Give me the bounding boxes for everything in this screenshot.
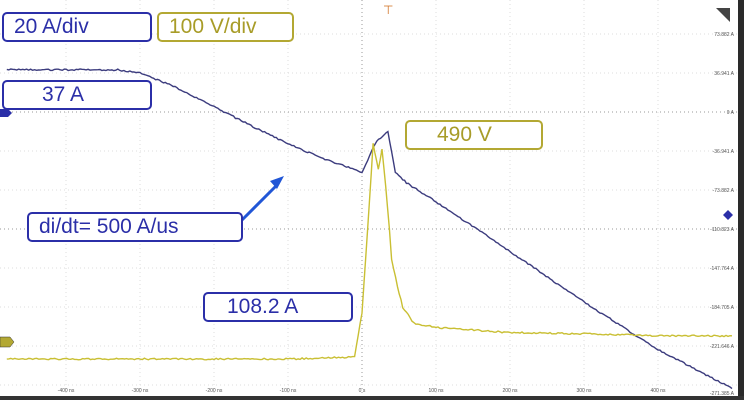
y-tick-label: 73.882 A bbox=[714, 32, 734, 38]
didt-label: di/dt= 500 A/us bbox=[27, 212, 243, 242]
right-scrollbar[interactable] bbox=[738, 0, 744, 400]
x-tick-label: 0 s bbox=[359, 388, 366, 394]
y-tick-label: -271.385 A bbox=[710, 391, 735, 397]
x-tick-labels: -400 ns -300 ns -200 ns -100 ns 0 s 100 ns 200… bbox=[58, 388, 666, 394]
ground-marker-icon bbox=[0, 337, 14, 347]
x-tick-label: -400 ns bbox=[58, 388, 75, 394]
y-tick-label: -110.823 A bbox=[710, 227, 734, 233]
x-tick-label: 100 ns bbox=[428, 388, 444, 394]
y-tick-label: -73.882 A bbox=[713, 188, 735, 194]
y-tick-label: 36.941 A bbox=[714, 71, 734, 77]
y-tick-label: -36.941 A bbox=[713, 149, 735, 155]
x-tick-label: -100 ns bbox=[280, 388, 297, 394]
x-tick-label: 300 ns bbox=[576, 388, 592, 394]
voltage-peak-label: 490 V bbox=[405, 120, 543, 150]
y-tick-label: -221.646 A bbox=[710, 344, 735, 350]
y-tick-label: -184.705 A bbox=[710, 305, 735, 311]
current-scale-label: 20 A/div bbox=[2, 12, 152, 42]
bottom-bar bbox=[0, 396, 744, 400]
x-tick-label: -300 ns bbox=[132, 388, 149, 394]
x-tick-label: 400 ns bbox=[650, 388, 666, 394]
y-tick-label: 0 A bbox=[727, 110, 735, 116]
current-offset-marker-icon bbox=[0, 109, 12, 117]
x-tick-label: 200 ns bbox=[502, 388, 518, 394]
peak-current-label: 108.2 A bbox=[203, 292, 353, 322]
current-level-label: 37 A bbox=[2, 80, 152, 110]
corner-menu-icon bbox=[716, 8, 730, 22]
trigger-position-icon: ⊤ bbox=[383, 3, 393, 17]
voltage-scale-label: 100 V/div bbox=[157, 12, 294, 42]
trigger-level-marker-icon bbox=[723, 210, 733, 220]
y-tick-label: -147.764 A bbox=[710, 266, 735, 272]
x-tick-label: -200 ns bbox=[206, 388, 223, 394]
di-dt-arrow bbox=[242, 176, 284, 220]
